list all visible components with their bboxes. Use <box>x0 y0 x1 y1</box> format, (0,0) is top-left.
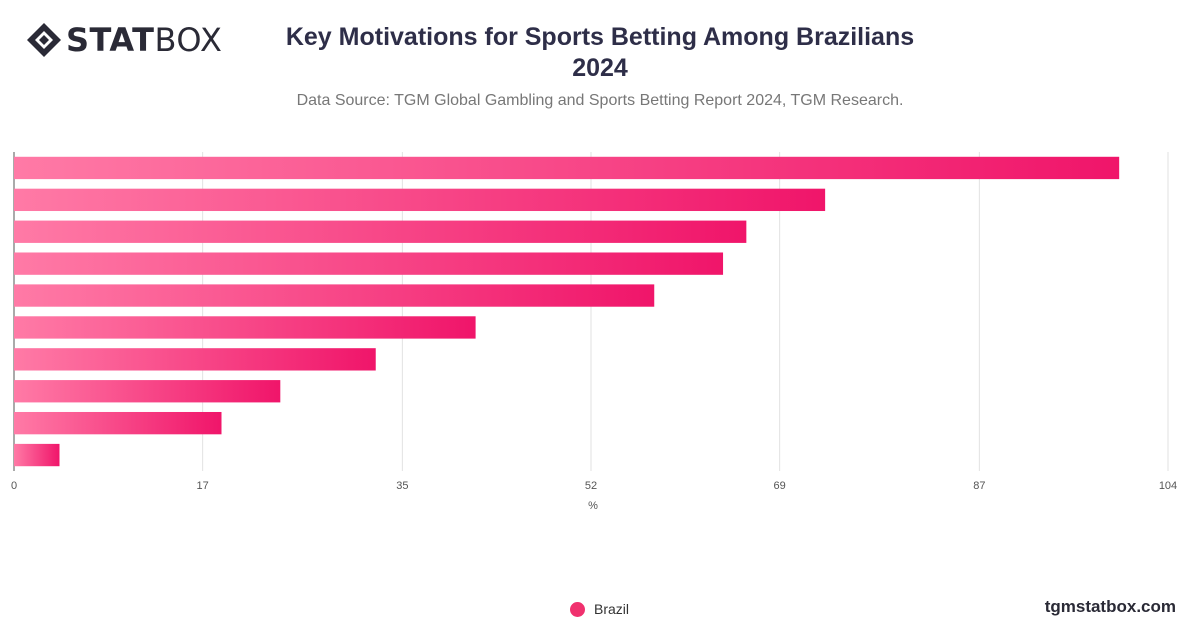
x-tick-label: 35 <box>396 480 408 492</box>
x-tick-label: 17 <box>197 480 209 492</box>
chart-title: Key Motivations for Sports Betting Among… <box>240 22 960 84</box>
bar-4[interactable] <box>14 252 724 275</box>
bar-3[interactable] <box>14 220 747 243</box>
x-tick-label: 52 <box>585 480 597 492</box>
chart-title-line2: 2024 <box>572 54 628 82</box>
x-tick-label: 0 <box>11 480 17 492</box>
x-axis-label: % <box>588 500 598 512</box>
diamond-logo-icon <box>27 23 61 57</box>
bar-5[interactable] <box>14 284 655 307</box>
bar-8[interactable] <box>14 380 281 403</box>
bar-1[interactable] <box>14 156 1120 180</box>
x-tick-label: 104 <box>1159 480 1177 492</box>
chart-subtitle: Data Source: TGM Global Gambling and Spo… <box>296 92 904 109</box>
x-tick-labels: 0 17 35 52 69 87 104 <box>11 480 1177 492</box>
chart-header: Key Motivations for Sports Betting Among… <box>240 22 960 110</box>
legend-label-brazil: Brazil <box>594 601 630 617</box>
chart-title-line1: Key Motivations for Sports Betting Among… <box>285 23 915 51</box>
bar-10[interactable] <box>14 443 60 467</box>
bar-chart: 0 17 35 52 69 87 104 % <box>11 152 1177 512</box>
bar-7[interactable] <box>14 348 376 371</box>
bars <box>14 156 1120 467</box>
x-tick-label: 87 <box>973 480 985 492</box>
legend-marker-brazil <box>570 601 585 617</box>
bar-2[interactable] <box>14 188 826 212</box>
statbox-logo: STATBOX <box>26 22 222 58</box>
x-tick-label: 69 <box>774 480 786 492</box>
bar-6[interactable] <box>14 316 476 339</box>
legend[interactable]: Brazil <box>570 601 629 617</box>
site-url: tgmstatbox.com <box>1044 597 1176 616</box>
logo-wordmark: STATBOX <box>66 21 223 59</box>
bar-9[interactable] <box>14 411 222 435</box>
